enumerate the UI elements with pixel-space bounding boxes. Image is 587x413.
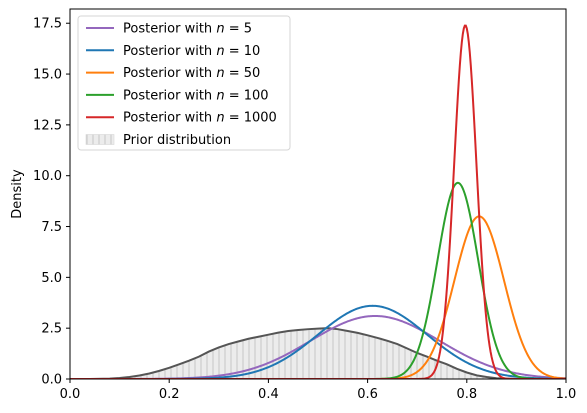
- y-axis-title: Density: [10, 169, 25, 219]
- x-tick-label: 0.2: [159, 387, 180, 402]
- legend-label: Posterior with n = 50: [123, 66, 260, 81]
- y-tick-label: 12.5: [33, 118, 62, 133]
- x-tick-label: 0.0: [60, 387, 81, 402]
- x-tick-label: 0.4: [258, 387, 279, 402]
- y-tick-label: 17.5: [33, 17, 62, 32]
- legend-swatch-prior: [85, 134, 115, 145]
- y-tick-label: 15.0: [33, 68, 62, 83]
- legend-label-prefix: Posterior with: [123, 111, 216, 126]
- y-tick-label: 2.5: [41, 322, 62, 337]
- legend-label-prefix: Posterior with: [123, 44, 216, 59]
- legend-label-prior: Prior distribution: [123, 133, 231, 148]
- axes: 0.0 0.2 0.4 0.6 0.8 1.0 0.0 2.5 5.0 7.5 10.0 12.5 15…: [10, 8, 577, 402]
- legend-label-value: 1000: [244, 111, 277, 126]
- legend-label-variable: n: [216, 111, 224, 126]
- legend-label-prefix: Posterior with: [123, 22, 216, 37]
- legend-label-prefix: Posterior with: [123, 88, 216, 103]
- legend-label-equals: =: [225, 88, 244, 103]
- legend-label-value: 10: [244, 44, 261, 59]
- legend-label-value: 100: [244, 88, 269, 103]
- legend-label-equals: =: [225, 66, 244, 81]
- y-tick-label: 10.0: [33, 169, 62, 184]
- series-line-n-1000: [70, 24, 566, 379]
- x-tick-label: 1.0: [556, 387, 577, 402]
- legend-label-variable: n: [216, 88, 224, 103]
- legend-label-equals: =: [225, 44, 244, 59]
- y-tick-label: 0.0: [41, 373, 62, 388]
- axes-frame: [69, 8, 567, 380]
- legend-label-variable: n: [216, 66, 224, 81]
- legend-label-equals: =: [225, 111, 244, 126]
- legend-label-value: 5: [244, 22, 252, 37]
- legend-label-variable: n: [216, 44, 224, 59]
- legend-label-prefix: Posterior with: [123, 66, 216, 81]
- legend-box: [77, 15, 291, 151]
- x-tick-label: 0.6: [357, 387, 378, 402]
- legend-label: Posterior with n = 10: [123, 44, 260, 59]
- legend-label-value: 50: [244, 66, 261, 81]
- series-line-n-50: [70, 215, 566, 379]
- legend-label: Posterior with n = 5: [123, 22, 252, 37]
- legend-label: Posterior with n = 100: [123, 88, 269, 103]
- legend-label-equals: =: [225, 22, 244, 37]
- x-tick-label: 0.8: [456, 387, 477, 402]
- y-tick-label: 7.5: [41, 220, 62, 235]
- y-tick-label: 5.0: [41, 271, 62, 286]
- legend-label-variable: n: [216, 22, 224, 37]
- prior-distribution-area: [70, 328, 566, 379]
- legend-label: Posterior with n = 1000: [123, 111, 277, 126]
- prior-distribution-line: [70, 327, 566, 379]
